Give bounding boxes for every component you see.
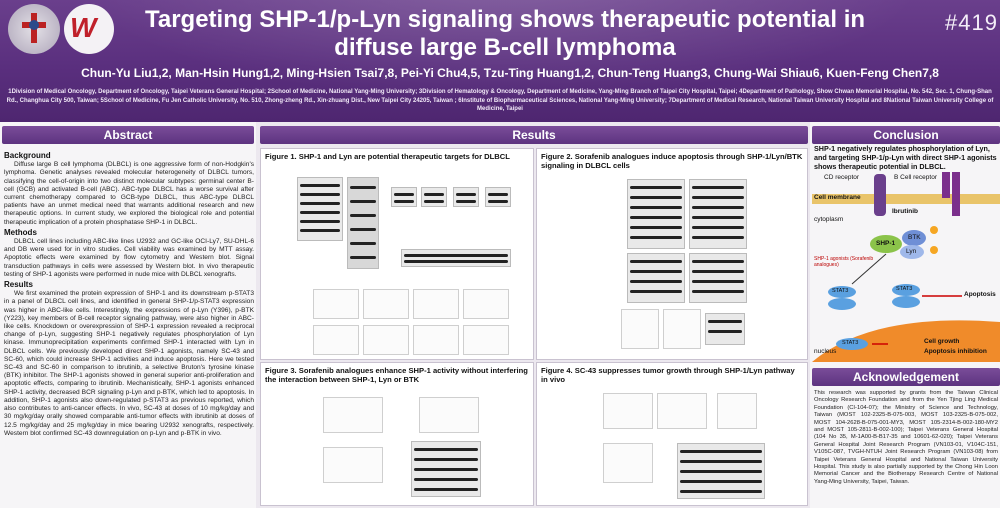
arrow-shp1-stat3 xyxy=(851,253,887,285)
plot-panel xyxy=(313,325,359,355)
nucleus-shape xyxy=(812,320,1000,362)
western-blot xyxy=(347,177,379,269)
diagram-graphics xyxy=(812,172,1000,362)
acknowledgement-heading: Acknowledgement xyxy=(812,368,1000,386)
bar-plot-panel xyxy=(323,447,383,483)
western-blot xyxy=(297,177,343,241)
growth-curve-panel xyxy=(603,393,653,429)
hospital-logo xyxy=(8,4,60,54)
western-blot xyxy=(401,249,511,267)
agonists-label: SHP-1 agonists (Sorafenib analogues) xyxy=(814,256,874,268)
western-blot xyxy=(705,313,745,345)
phospho-marker xyxy=(930,226,938,234)
stat3-label: STAT3 xyxy=(832,288,849,294)
cd-receptor-label: CD receptor xyxy=(824,174,860,181)
conclusion-text: SHP-1 negatively regulates phosphorylati… xyxy=(814,144,997,171)
abstract-column: Abstract Background Diffuse large B cell… xyxy=(0,122,256,508)
stat3-label: STAT3 xyxy=(842,340,859,346)
methods-text: DLBCL cell lines including ABC-like line… xyxy=(4,238,254,278)
western-blot xyxy=(453,187,479,207)
cytoplasm-label: cytoplasm xyxy=(814,216,844,223)
poster-header: W Targeting SHP-1/p-Lyn signaling shows … xyxy=(0,0,1000,122)
phospho-marker xyxy=(930,246,938,254)
university-logo: W xyxy=(64,4,114,54)
stat3-label: STAT3 xyxy=(896,286,913,292)
figure-4-title: Figure 4. SC-43 suppresses tumor growth … xyxy=(541,366,795,384)
signaling-diagram: CD receptor B Cell receptor Cell membran… xyxy=(812,172,1000,362)
growth-label: Cell growth xyxy=(924,338,960,345)
acknowledgement-text: This research was supported by grants fr… xyxy=(814,390,998,485)
ibrutinib-label: Ibrutinib xyxy=(892,208,918,215)
figure-3-title: Figure 3. Sorafenib analogues enhance SH… xyxy=(265,366,528,384)
figure-3: Figure 3. Sorafenib analogues enhance SH… xyxy=(260,362,534,506)
plot-panel xyxy=(363,289,409,319)
plot-panel xyxy=(621,309,659,349)
lyn-label: Lyn xyxy=(906,248,917,255)
plot-panel xyxy=(313,289,359,319)
results-text: We first examined the protein expression… xyxy=(4,290,254,437)
results-heading: Results xyxy=(260,126,808,144)
abstract-heading: Abstract xyxy=(2,126,254,144)
methods-heading: Methods xyxy=(4,227,37,237)
western-blot xyxy=(689,179,747,249)
logo-letter: W xyxy=(70,12,96,43)
stat3-node xyxy=(828,298,856,310)
poster-title: Targeting SHP-1/p-Lyn signaling shows th… xyxy=(144,6,866,61)
western-blot xyxy=(677,443,765,499)
shp1-node xyxy=(870,235,902,253)
figure-2-title: Figure 2. Sorafenib analogues induce apo… xyxy=(541,152,803,170)
shp1-label: SHP-1 xyxy=(876,240,896,247)
apoptosis-label: Apoptosis xyxy=(964,291,996,298)
western-blot xyxy=(689,253,747,303)
bar-plot-panel xyxy=(657,393,707,429)
conclusion-column: Conclusion SHP-1 negatively regulates ph… xyxy=(810,122,1000,508)
bar-plot-panel xyxy=(419,397,479,433)
btk-label: BTK xyxy=(908,234,921,241)
poster-number: #419 xyxy=(945,10,998,35)
western-blot xyxy=(627,179,685,249)
plot-panel xyxy=(463,289,509,319)
figure-1: Figure 1. SHP-1 and Lyn are potential th… xyxy=(260,148,534,360)
western-blot xyxy=(627,253,685,303)
plot-panel xyxy=(413,289,459,319)
western-blot xyxy=(411,441,481,497)
cell-membrane-band xyxy=(812,194,1000,204)
stat3-node xyxy=(828,286,856,298)
plot-panel xyxy=(463,325,509,355)
plot-panel xyxy=(413,325,459,355)
western-blot xyxy=(485,187,511,207)
figure-2: Figure 2. Sorafenib analogues induce apo… xyxy=(536,148,808,360)
plot-panel xyxy=(363,325,409,355)
conclusion-heading: Conclusion xyxy=(812,126,1000,144)
cd-receptor-shape xyxy=(874,174,886,216)
stat3-node xyxy=(892,284,920,296)
western-blot xyxy=(391,187,417,207)
author-list: Chun-Yu Liu1,2, Man-Hsin Hung1,2, Ming-H… xyxy=(81,66,939,80)
plot-panel xyxy=(663,309,701,349)
figure-1-title: Figure 1. SHP-1 and Lyn are potential th… xyxy=(265,152,510,161)
btk-node xyxy=(902,230,926,246)
western-blot xyxy=(421,187,447,207)
results-heading: Results xyxy=(4,280,33,290)
abstract-body: Background Diffuse large B cell lymphoma… xyxy=(4,150,254,440)
background-heading: Background xyxy=(4,151,51,160)
lyn-node xyxy=(900,245,924,259)
results-column: Results Figure 1. SHP-1 and Lyn are pote… xyxy=(258,122,810,508)
membrane-label: Cell membrane xyxy=(814,194,861,201)
bcell-receptor-label: B Cell receptor xyxy=(894,174,937,181)
bar-plot-panel xyxy=(323,397,383,433)
cross-emblem-icon xyxy=(22,13,46,43)
bcell-receptor-shape xyxy=(952,172,960,216)
affiliations: 1Division of Medical Oncology, Departmen… xyxy=(6,89,994,113)
background-text: Diffuse large B cell lymphoma (DLBCL) is… xyxy=(4,161,254,226)
bar-plot-panel xyxy=(717,393,757,429)
growth-curve-panel xyxy=(603,443,653,483)
nucleus-label: nucleus xyxy=(814,348,837,355)
apoptosis-inhibition-label: Apoptosis inhibition xyxy=(924,348,987,355)
figure-4: Figure 4. SC-43 suppresses tumor growth … xyxy=(536,362,808,506)
stat3-node xyxy=(892,296,920,308)
